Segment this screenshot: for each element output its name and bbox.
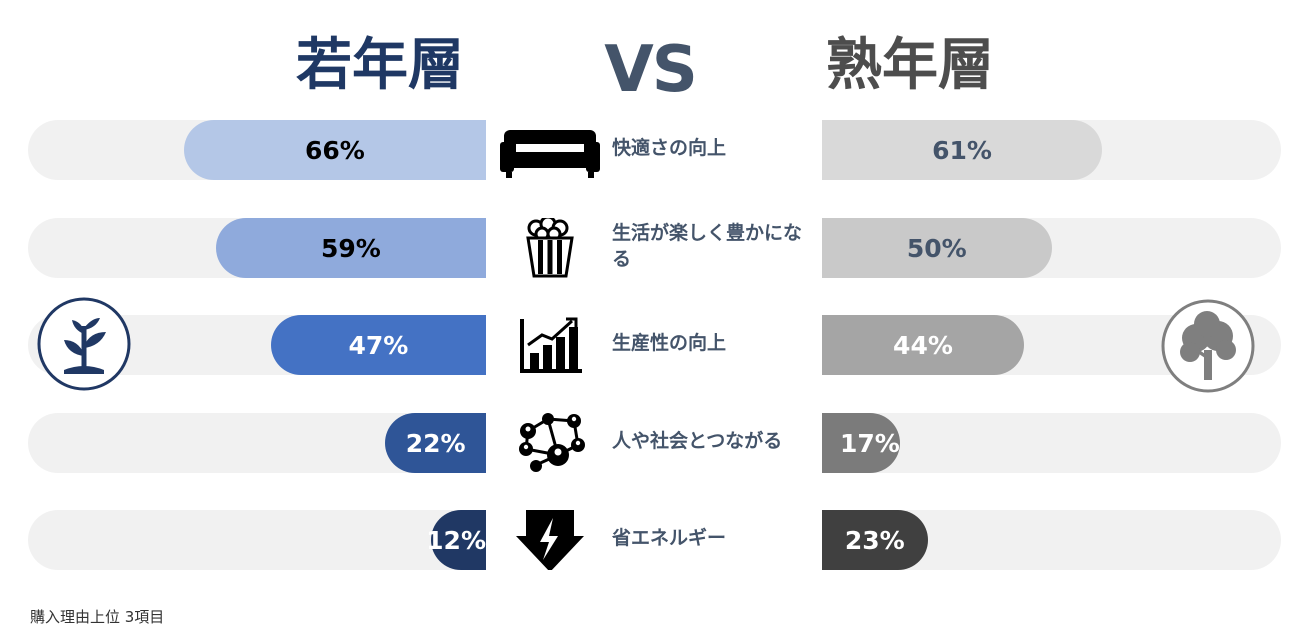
data-label-senior: 61%: [932, 135, 992, 165]
bar-senior: 17%: [822, 413, 901, 473]
title-young: 若年層: [296, 33, 464, 98]
data-label-young: 22%: [405, 428, 466, 458]
category-label: 生産性の向上: [612, 332, 727, 354]
category-label: 快適さの向上: [612, 137, 727, 159]
track-young: 47%: [28, 315, 486, 375]
data-label-young: 47%: [348, 330, 409, 360]
popcorn-icon: [498, 218, 602, 278]
track-young: 12%: [28, 510, 486, 570]
sofa-icon: [498, 120, 602, 180]
track-senior: 50%: [822, 218, 1281, 278]
bar-senior: 44%: [822, 315, 1024, 375]
track-senior: 61%: [822, 120, 1281, 180]
sprout-icon: [36, 296, 132, 392]
data-label-senior: 23%: [844, 525, 905, 555]
bar-young: 59%: [215, 218, 486, 278]
data-label-senior: 50%: [906, 233, 967, 263]
bar-chart-growth-icon: [498, 315, 602, 375]
track-young: 59%: [28, 218, 486, 278]
lightning-icon: [498, 510, 602, 570]
track-senior: 17%: [822, 413, 1281, 473]
title-vs: VS: [604, 33, 698, 107]
title-senior: 熟年層: [826, 33, 994, 98]
data-label-young: 59%: [320, 233, 381, 263]
bar-senior: 61%: [822, 120, 1102, 180]
bar-senior: 23%: [822, 510, 928, 570]
data-label-young: 66%: [304, 135, 365, 165]
track-young: 66%: [28, 120, 486, 180]
bar-young: 66%: [183, 120, 486, 180]
bar-young: 12%: [426, 510, 486, 570]
tree-icon: [1160, 298, 1256, 394]
network-people-icon: [498, 413, 602, 473]
data-label-young: 12%: [426, 525, 486, 555]
category-label: 人や社会とつながる: [612, 430, 783, 452]
bar-young: 47%: [270, 315, 486, 375]
bar-senior: 50%: [822, 218, 1052, 278]
data-label-senior: 44%: [893, 330, 953, 360]
track-young: 22%: [28, 413, 486, 473]
bar-young: 22%: [385, 413, 486, 473]
category-label: 省エネルギー: [612, 527, 727, 549]
footnote: 購入理由上位 3項目: [30, 608, 165, 626]
track-senior: 23%: [822, 510, 1281, 570]
data-label-senior: 17%: [840, 428, 900, 458]
category-label: 生活が楽しく豊かになる: [612, 222, 803, 270]
